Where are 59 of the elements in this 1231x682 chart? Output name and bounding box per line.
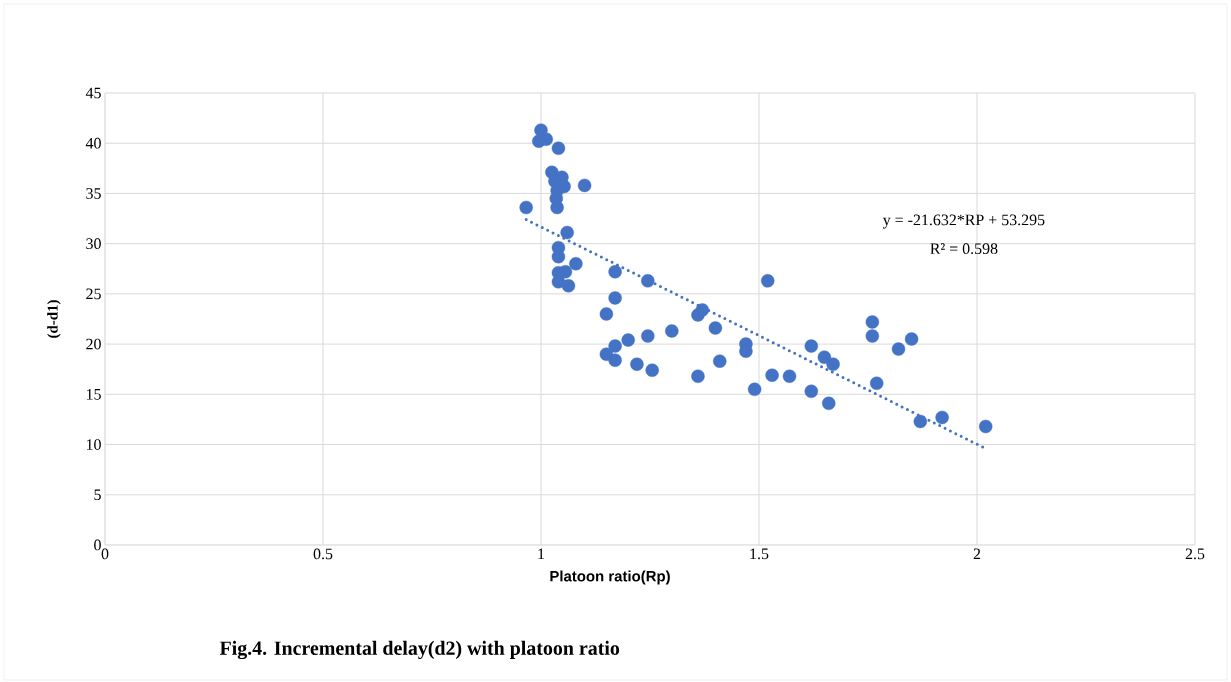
- y-tick-label: 5: [94, 489, 101, 501]
- y-tick-label: 40: [85, 137, 101, 149]
- point: [645, 363, 659, 377]
- point: [551, 141, 566, 155]
- point: [765, 368, 779, 382]
- y-tick-label: 20: [86, 338, 101, 350]
- point: [870, 376, 884, 390]
- x-axis-title: Platoon ratio(Rp): [550, 570, 670, 585]
- point: [608, 339, 622, 353]
- point: [708, 321, 723, 335]
- y-tick-label: 0: [94, 539, 101, 551]
- point: [904, 332, 919, 346]
- y-tick-label: 30: [86, 238, 101, 250]
- y-tick-label: 15: [86, 388, 101, 400]
- point: [519, 200, 533, 215]
- point: [550, 200, 564, 215]
- point: [865, 329, 880, 343]
- point: [891, 342, 906, 356]
- y-tick-label: 35: [86, 188, 101, 199]
- y-tick-label: 45: [85, 87, 101, 99]
- y-axis-title: (d-d1): [47, 300, 61, 338]
- point: [608, 353, 622, 367]
- y-tick-label: 10: [86, 439, 101, 450]
- point: [747, 382, 762, 396]
- point: [804, 384, 819, 399]
- point: [561, 279, 576, 293]
- point: [577, 178, 592, 193]
- point: [822, 396, 836, 411]
- point: [979, 419, 993, 434]
- x-tick-label: 1: [538, 548, 545, 560]
- point: [641, 329, 655, 343]
- point: [608, 265, 622, 279]
- text: Fig.4. Incremental delay(d2) with platoon ratio: [219, 640, 620, 660]
- point: [551, 250, 566, 264]
- point: [782, 369, 797, 383]
- point: [641, 274, 655, 288]
- point: [913, 414, 928, 429]
- point: [599, 307, 614, 321]
- annotation: y = -21.632*RP + 53.295: [882, 214, 1045, 229]
- point: [630, 357, 644, 371]
- y-tick-label: 25: [86, 288, 101, 300]
- point: [865, 315, 880, 329]
- point: [608, 291, 622, 305]
- x-tick-label: 2.5: [1185, 548, 1205, 560]
- point: [804, 339, 819, 353]
- point: [761, 274, 775, 288]
- point: [691, 369, 705, 383]
- annotation: R² = 0.598: [930, 243, 998, 255]
- point: [665, 324, 679, 338]
- point: [560, 225, 574, 240]
- x-tick-label: 0.5: [313, 548, 333, 560]
- point: [695, 303, 710, 317]
- point: [569, 257, 583, 271]
- x-tick-label: 2: [973, 548, 981, 560]
- point: [826, 357, 840, 371]
- x-tick-label: 1.5: [750, 548, 769, 560]
- point: [935, 410, 949, 425]
- point: [713, 354, 727, 368]
- point: [621, 333, 635, 347]
